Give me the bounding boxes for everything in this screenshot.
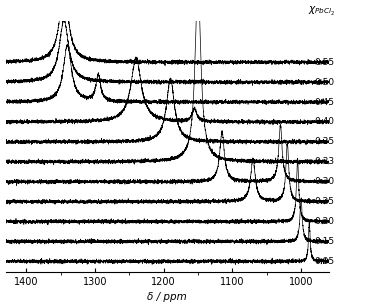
Text: 0.15: 0.15 <box>314 237 334 246</box>
Text: 0.45: 0.45 <box>314 98 334 107</box>
Text: 0.35: 0.35 <box>314 137 334 146</box>
Text: 0.05: 0.05 <box>314 257 334 266</box>
Text: 0.25: 0.25 <box>314 197 334 206</box>
Text: 0.20: 0.20 <box>314 217 334 226</box>
Text: 0.40: 0.40 <box>314 117 334 127</box>
Text: 0.30: 0.30 <box>314 177 334 186</box>
Text: $\chi_{\mathit{PbCl_2}}$: $\chi_{\mathit{PbCl_2}}$ <box>308 6 335 18</box>
Text: 0.50: 0.50 <box>314 78 334 87</box>
Text: 0.55: 0.55 <box>314 58 334 67</box>
Text: 0.33: 0.33 <box>314 157 334 166</box>
X-axis label: δ / ppm: δ / ppm <box>147 292 187 302</box>
